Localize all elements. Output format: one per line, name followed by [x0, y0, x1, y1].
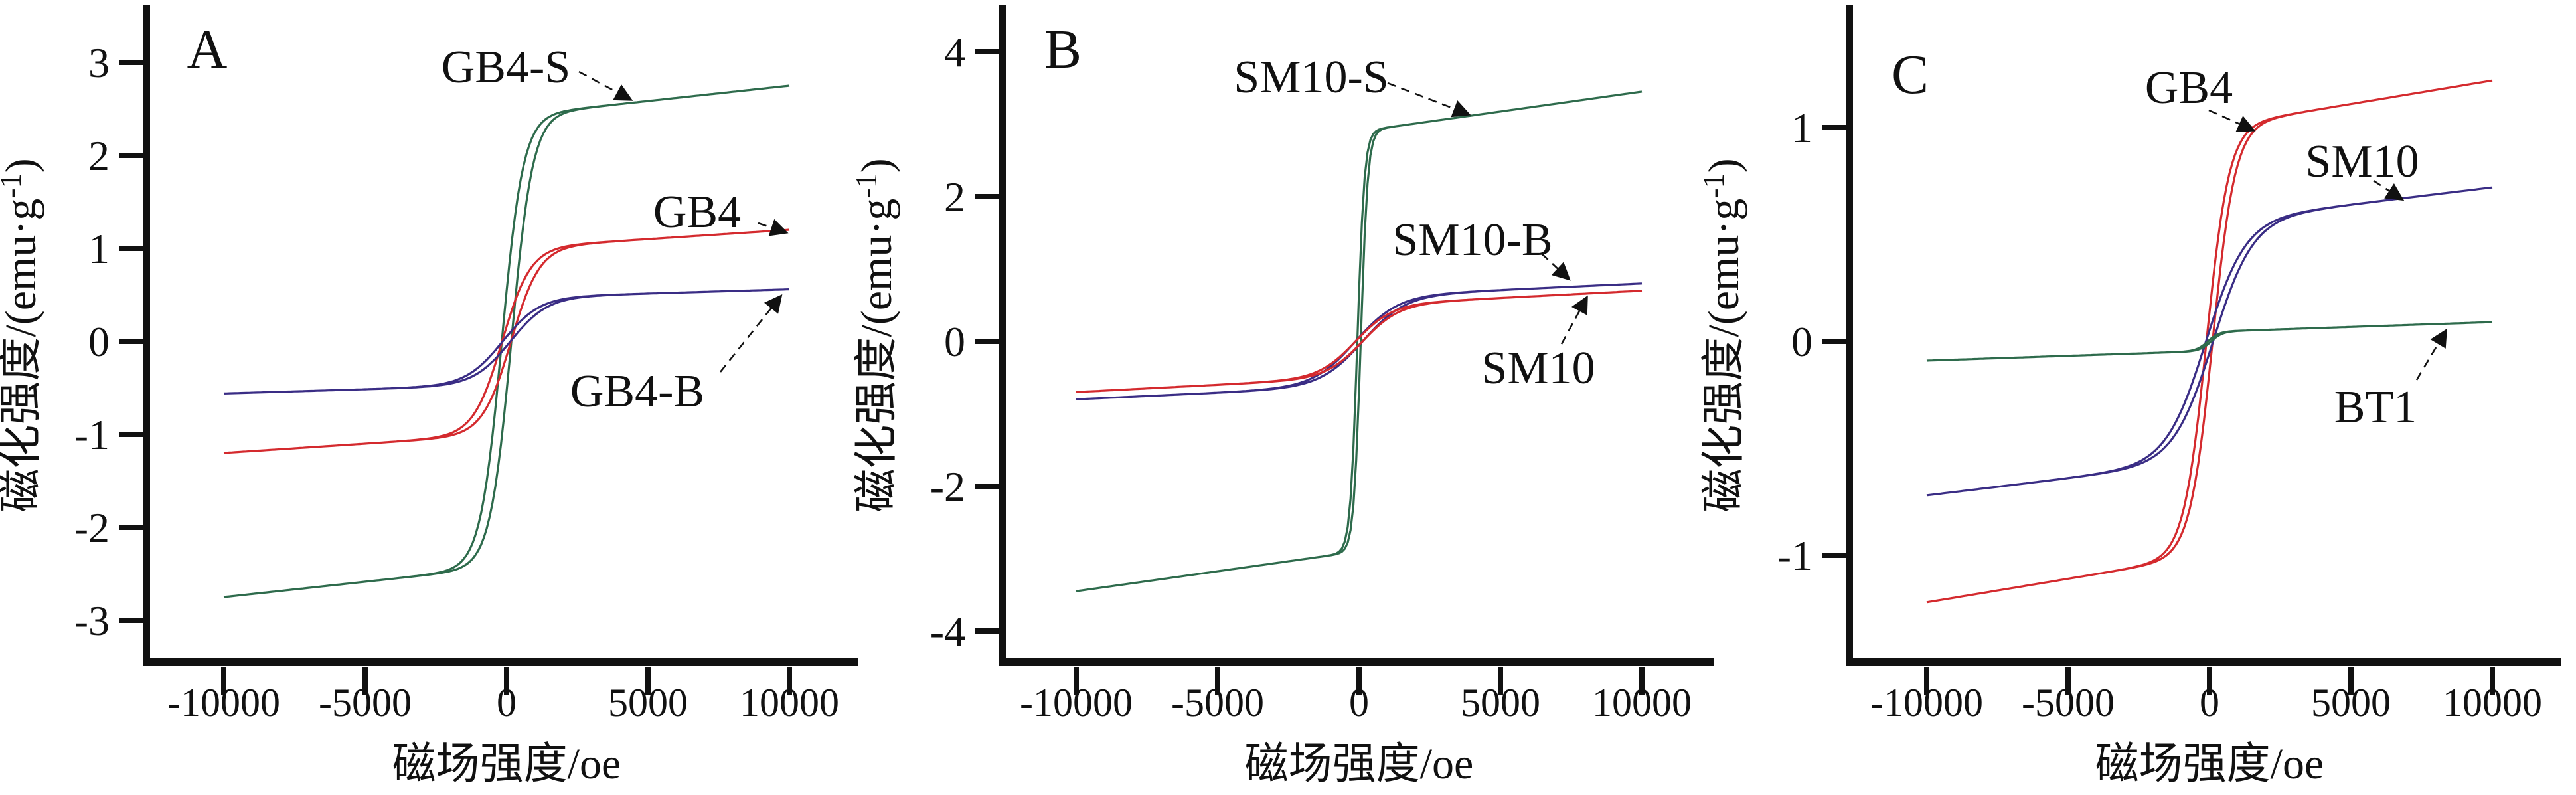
x-tick-label: 0 — [2200, 681, 2219, 725]
y-tick-label: 0 — [1791, 318, 1812, 365]
x-tick-label: 10000 — [2443, 681, 2542, 725]
series-label-SM10: SM10 — [2305, 136, 2419, 187]
y-axis-title: 磁化强度/(emu·g-1) — [1696, 158, 1748, 512]
curve-A-GB4-S — [223, 84, 790, 598]
x-tick-label: -5000 — [1171, 681, 1264, 725]
series-label-GB4: GB4 — [2145, 62, 2233, 114]
panel-letter-C: C — [1892, 44, 1929, 106]
curve-B-SM10-S — [1076, 90, 1643, 592]
x-axis-title: 磁场强度/oe — [392, 740, 621, 788]
y-tick-label: -1 — [1777, 532, 1812, 579]
x-tick-label: 10000 — [1592, 681, 1692, 725]
x-tick-label: 5000 — [1461, 681, 1540, 725]
y-tick-label: -1 — [74, 411, 110, 458]
panel-letter-A: A — [187, 19, 228, 80]
x-tick-label: -5000 — [319, 681, 412, 725]
curve-A-GB4 — [223, 228, 790, 454]
series-arrow-BT1 — [2415, 328, 2447, 381]
curve-B-SM10 — [1076, 290, 1643, 393]
y-tick-label: 0 — [944, 318, 965, 365]
x-tick-label: -10000 — [167, 681, 280, 725]
series-label-BT1: BT1 — [2334, 382, 2417, 433]
x-tick-label: 5000 — [608, 681, 688, 725]
y-tick-label: 2 — [944, 173, 965, 221]
series-label-GB4: GB4 — [653, 187, 741, 238]
series-label-SM10: SM10 — [1481, 343, 1595, 394]
series-arrow-GB4 — [758, 219, 789, 236]
y-tick-label: -4 — [930, 608, 965, 655]
y-tick-label: 1 — [88, 225, 110, 272]
series-arrow-GB4-B — [719, 294, 783, 373]
curve-C-BT1 — [1926, 321, 2493, 362]
y-tick-label: -3 — [74, 597, 110, 644]
x-tick-label: -10000 — [1870, 681, 1983, 725]
panel-letter-B: B — [1044, 19, 1082, 80]
x-axis-title: 磁场强度/oe — [1245, 740, 1474, 788]
curve-C-GB4 — [1926, 79, 2493, 604]
series-label-GB4-B: GB4-B — [570, 366, 704, 417]
series-arrow-GB4-S — [578, 70, 633, 101]
y-tick-label: 2 — [88, 132, 110, 179]
x-tick-label: 10000 — [740, 681, 839, 725]
y-tick-label: -2 — [930, 463, 965, 510]
x-tick-label: 0 — [1349, 681, 1369, 725]
series-arrow-SM10-B — [1541, 253, 1571, 281]
series-arrow-SM10 — [2373, 179, 2405, 201]
series-arrow-GB4 — [2208, 109, 2256, 132]
x-tick-label: -10000 — [1020, 681, 1133, 725]
series-label-GB4-S: GB4-S — [442, 42, 570, 93]
series-label-SM10-S: SM10-S — [1234, 52, 1388, 103]
panel-A: 3 2 1 0 -1 -2 -3 -10000 -5000 0 5000 10000 磁场强度/oe 磁化… — [0, 5, 858, 788]
y-tick-label: 1 — [1791, 104, 1812, 151]
x-axis-title: 磁场强度/oe — [2095, 740, 2324, 788]
x-tick-label: -5000 — [2022, 681, 2115, 725]
y-tick-label: 4 — [944, 29, 965, 76]
x-tick-label: 0 — [497, 681, 517, 725]
y-tick-label: 3 — [88, 39, 110, 86]
panel-B: 4 2 0 -2 -4 -10000 -5000 0 5000 10000 磁场强度/oe 磁化强度/… — [849, 5, 1714, 788]
y-tick-label: 0 — [88, 318, 110, 365]
series-arrow-SM10 — [1560, 295, 1588, 345]
series-label-SM10-B: SM10-B — [1392, 215, 1552, 266]
y-axis-title: 磁化强度/(emu·g-1) — [849, 158, 901, 512]
y-axis-title: 磁化强度/(emu·g-1) — [0, 158, 45, 512]
curve-A-GB4-B — [223, 288, 790, 395]
x-tick-label: 5000 — [2311, 681, 2391, 725]
panel-C: 1 0 -1 -10000 -5000 0 5000 10000 磁场强度/oe 磁化强度/(em… — [1696, 5, 2561, 788]
y-tick-label: -2 — [74, 504, 110, 551]
